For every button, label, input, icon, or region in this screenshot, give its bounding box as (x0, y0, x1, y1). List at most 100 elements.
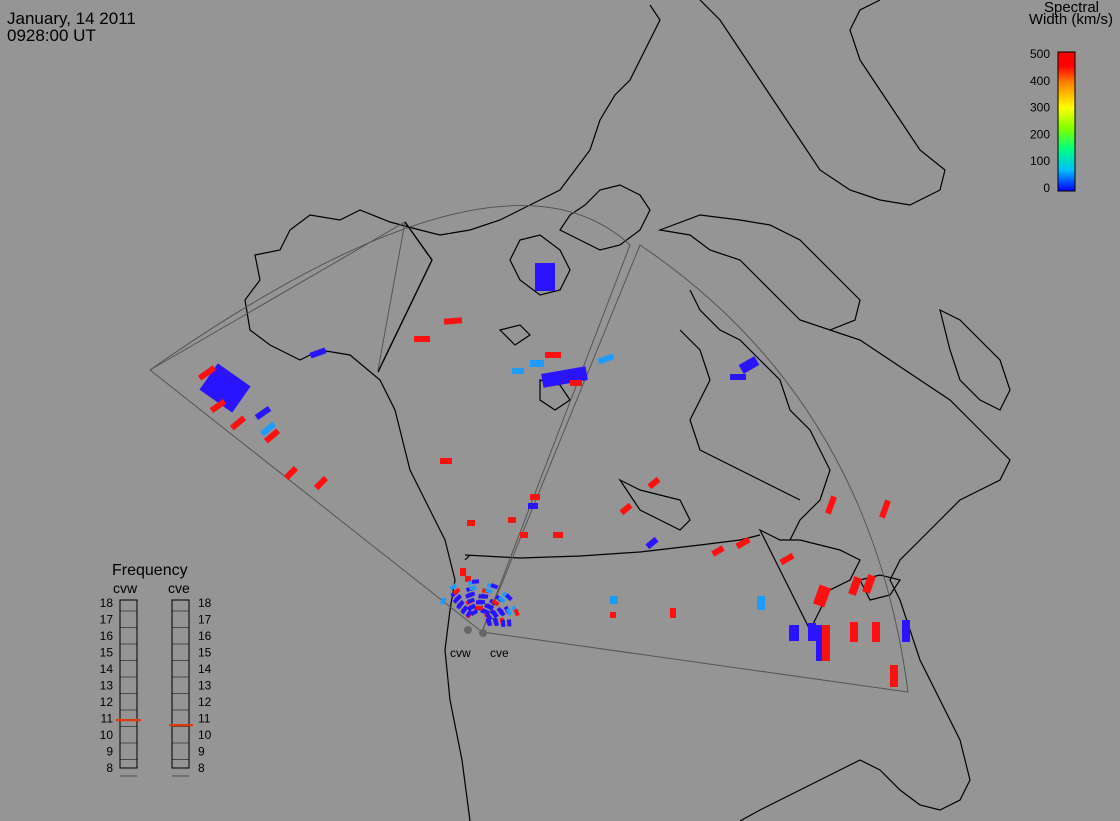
echo-cell (812, 584, 832, 608)
echo-cell (481, 608, 490, 615)
colorbar-tick-label: 0 (1043, 181, 1050, 195)
echo-cell (848, 576, 862, 596)
echo-cell (485, 612, 493, 621)
echo-cell (822, 625, 830, 661)
echo-cell (850, 622, 858, 642)
colorbar-gradient (1057, 51, 1076, 192)
date-label: January, 14 2011 (7, 9, 136, 28)
echo-cell (545, 352, 561, 358)
echo-cell (460, 605, 469, 614)
echo-cell (738, 356, 760, 374)
colorbar-title-line2: Width (km/s) (1028, 11, 1113, 28)
echo-cell (711, 545, 725, 557)
tangent-line (377, 221, 433, 373)
echo-cell (879, 499, 891, 519)
echo-cell (757, 596, 765, 610)
echo-cell (465, 576, 471, 582)
frequency-column-cvw (119, 599, 138, 769)
echo-cell (467, 603, 477, 611)
echo-cell (452, 587, 461, 596)
echo-cell (530, 360, 544, 367)
echo-cell (610, 612, 616, 618)
echo-cell (528, 503, 538, 509)
echo-cell (465, 609, 473, 618)
echo-cell (610, 596, 618, 604)
frequency-label-cve: cve (168, 580, 190, 596)
frequency-scale-label-left: 10 (100, 728, 114, 742)
radar-sites: cvw cve (450, 626, 509, 660)
echo-cell (467, 520, 475, 526)
echo-cell (512, 368, 524, 374)
frequency-scale-label-left: 17 (100, 613, 114, 627)
echo-cell (497, 595, 506, 604)
echo-cell (493, 618, 499, 627)
frequency-title: Frequency (112, 562, 188, 579)
echo-cell (520, 532, 528, 538)
coastlines (244, 0, 1011, 821)
frequency-scale-label-right: 11 (198, 712, 211, 726)
echo-cell (647, 476, 661, 490)
colorbar-title-line1: Spectral (1043, 0, 1099, 16)
echo-cell (476, 605, 483, 610)
frequency-scale-label-right: 12 (198, 695, 212, 709)
frequency-scale-label-right: 15 (198, 646, 212, 660)
frequency-scale-label-right: 13 (198, 679, 212, 693)
echo-cell (259, 421, 277, 437)
echo-cell (645, 536, 659, 550)
frequency-scale-label-right: 16 (198, 629, 212, 643)
backscatter-cells (197, 263, 910, 687)
echo-cell (313, 475, 329, 491)
echo-cell (460, 568, 466, 576)
echo-cell (470, 609, 479, 617)
frequency-label-cvw: cvw (113, 580, 138, 596)
echo-cell (730, 374, 746, 380)
echo-cell (485, 588, 493, 594)
colorbar-tick-label: 100 (1030, 154, 1050, 168)
frequency-scale-label-left: 12 (100, 695, 114, 709)
echo-cell (505, 607, 513, 616)
echo-cell (825, 495, 837, 515)
radar-cve-site[interactable] (479, 629, 487, 637)
echo-cell (491, 599, 500, 607)
echo-cell (619, 502, 633, 516)
echo-cell (197, 365, 217, 381)
radar-field-of-view (149, 205, 909, 693)
echo-cell (508, 517, 516, 523)
echo-cell (779, 552, 795, 566)
echo-cell (816, 625, 824, 661)
echo-cell (504, 593, 513, 602)
echo-cell (506, 619, 512, 627)
echo-cell (789, 625, 799, 641)
frequency-scale-label-right: 8 (198, 761, 205, 775)
echo-cell (414, 336, 430, 342)
echo-cell (443, 317, 463, 325)
echo-cell (467, 591, 476, 598)
national-border (464, 534, 761, 561)
echo-cell (440, 458, 452, 464)
frequency-scale-label-right: 14 (198, 662, 212, 676)
echo-cell (263, 428, 281, 444)
frequency-scale-label-left: 9 (106, 745, 113, 759)
echo-cell (570, 380, 582, 386)
echo-cell (471, 579, 480, 584)
echo-cell (597, 353, 615, 365)
frequency-scale-label-left: 14 (100, 662, 114, 676)
echo-cell (530, 494, 540, 500)
echo-cell (454, 594, 463, 602)
radar-cvw-site[interactable] (464, 626, 472, 634)
time-label: 0928:00 UT (7, 26, 96, 45)
colorbar-tick-label: 200 (1030, 127, 1050, 141)
echo-cell (890, 665, 898, 687)
echo-cell (199, 363, 251, 413)
echo-cell (490, 583, 499, 590)
echo-cell (486, 618, 493, 627)
frequency-column-cve (171, 599, 190, 769)
echo-cell (486, 603, 495, 611)
colorbar-tick-label: 300 (1030, 101, 1050, 115)
echo-cell (491, 610, 499, 619)
echo-cell (862, 574, 876, 594)
echo-cell (553, 532, 563, 538)
radar-cvw-label: cvw (450, 646, 471, 660)
echo-cell (808, 623, 816, 641)
